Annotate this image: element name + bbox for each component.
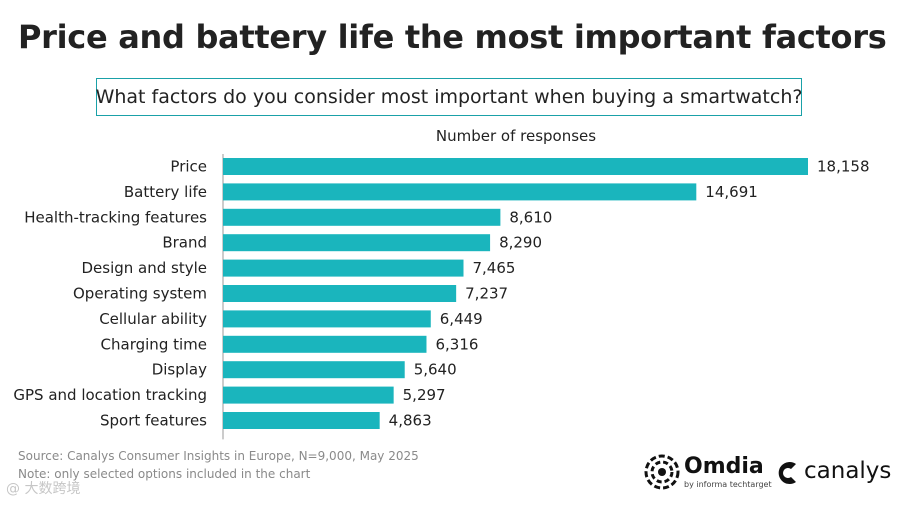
bar [223, 285, 457, 302]
bar [223, 386, 394, 404]
bar [223, 335, 427, 353]
note-text: Note: only selected options included in … [18, 467, 311, 481]
omdia-logo-icon [644, 454, 680, 490]
bar [223, 412, 380, 429]
data-label: 8,290 [499, 234, 542, 252]
data-label: 7,465 [473, 259, 516, 277]
bar [223, 183, 697, 201]
data-label: 5,297 [403, 386, 446, 404]
data-label: 18,158 [817, 158, 870, 176]
category-label: Sport features [100, 412, 207, 430]
category-label: GPS and location tracking [13, 386, 207, 404]
axis-title: Number of responses [435, 127, 597, 145]
omdia-logo-text: Omdia [684, 454, 764, 479]
data-label: 6,449 [440, 310, 483, 328]
category-label: Price [170, 158, 207, 176]
data-label: 14,691 [705, 183, 758, 201]
category-label: Display [152, 361, 207, 379]
category-label: Design and style [81, 259, 207, 277]
canalys-logo-text: canalys [804, 458, 892, 484]
bar-chart: Price 18,158 Battery life 14,691 Health-trac… [13, 154, 870, 440]
bar [223, 361, 405, 379]
bar [223, 234, 491, 252]
data-label: 5,640 [414, 361, 457, 379]
category-label: Cellular ability [99, 310, 207, 328]
category-label: Health-tracking features [24, 208, 207, 226]
canalys-logo-icon [778, 462, 796, 484]
category-label: Brand [162, 234, 207, 252]
watermark: @ 大数跨境 [6, 481, 81, 497]
data-label: 7,237 [465, 285, 508, 303]
bar [223, 158, 808, 175]
category-label: Operating system [73, 285, 207, 303]
source-note: Source: Canalys Consumer Insights in Eur… [18, 449, 419, 463]
omdia-logo-subtext: by informa techtarget [684, 480, 772, 489]
omdia-logo: Omdia by informa techtarget [644, 452, 772, 492]
canalys-logo: canalys [776, 456, 896, 490]
bar [223, 259, 464, 277]
category-label: Charging time [101, 335, 207, 353]
data-label: 6,316 [435, 335, 478, 353]
page-title: Price and battery life the most importan… [18, 18, 887, 56]
data-label: 4,863 [389, 412, 432, 430]
bar [223, 208, 501, 226]
category-label: Battery life [124, 183, 207, 201]
bar [223, 310, 431, 328]
data-label: 8,610 [509, 208, 552, 226]
question-box: What factors do you consider most import… [96, 78, 802, 116]
